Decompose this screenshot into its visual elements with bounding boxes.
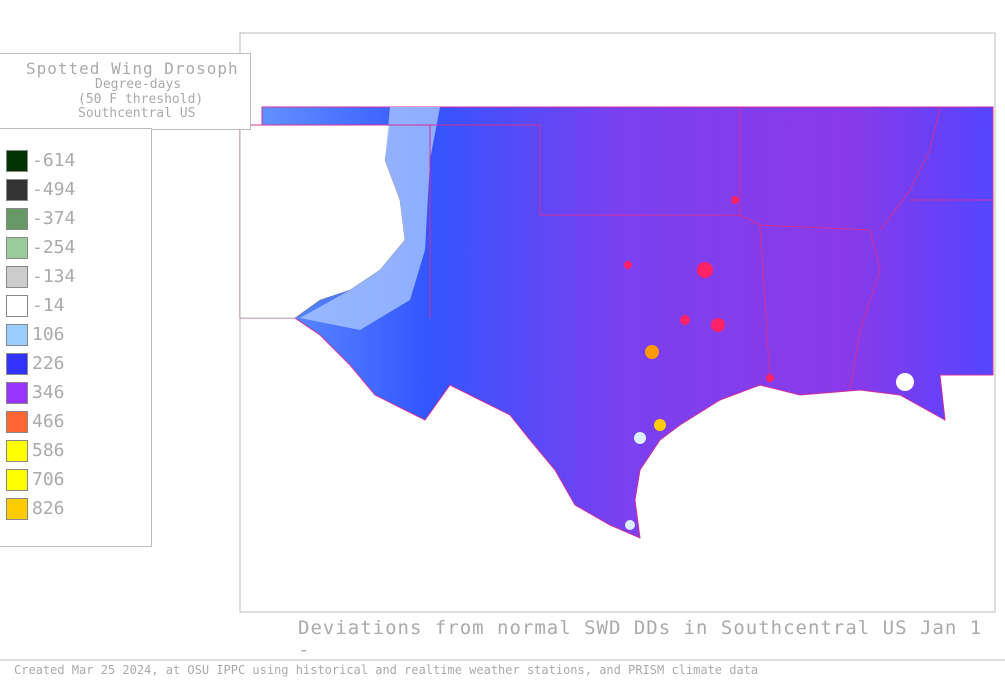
legend-swatch bbox=[6, 440, 28, 462]
legend-swatch bbox=[6, 150, 28, 172]
legend-label: 226 bbox=[32, 353, 65, 374]
legend: -614 -494 -374 -254 -134 -14 106 226 346 466 586 70… bbox=[0, 128, 152, 547]
legend-swatch bbox=[6, 295, 28, 317]
legend-swatch bbox=[6, 411, 28, 433]
legend-swatch bbox=[6, 382, 28, 404]
region bbox=[239, 106, 994, 539]
legend-swatch bbox=[6, 498, 28, 520]
title-line: Degree-days bbox=[95, 77, 182, 92]
legend-label: 706 bbox=[32, 469, 65, 490]
legend-label: 586 bbox=[32, 440, 65, 461]
legend-swatch bbox=[6, 469, 28, 491]
legend-label: 346 bbox=[32, 382, 65, 403]
light-band bbox=[300, 107, 440, 330]
state-borders bbox=[240, 106, 993, 391]
legend-swatch bbox=[6, 237, 28, 259]
legend-label: -614 bbox=[32, 150, 76, 171]
legend-label: 466 bbox=[32, 411, 65, 432]
legend-label: 826 bbox=[32, 498, 65, 519]
legend-swatch bbox=[6, 324, 28, 346]
footer: Created Mar 25 2024, at OSU IPPC using h… bbox=[14, 663, 759, 677]
legend-swatch bbox=[6, 266, 28, 288]
legend-label: -374 bbox=[32, 208, 76, 229]
legend-label: 106 bbox=[32, 324, 65, 345]
legend-label: -134 bbox=[32, 266, 76, 287]
legend-swatch bbox=[6, 208, 28, 230]
legend-swatch bbox=[6, 353, 28, 375]
title-line: Spotted Wing Drosoph bbox=[26, 59, 239, 78]
legend-label: -14 bbox=[32, 295, 65, 316]
title-line: (50 F threshold) bbox=[78, 92, 204, 107]
title-line: Southcentral US bbox=[78, 106, 196, 121]
legend-swatch bbox=[6, 179, 28, 201]
legend-label: -494 bbox=[32, 179, 76, 200]
legend-label: -254 bbox=[32, 237, 76, 258]
hotspots bbox=[624, 196, 914, 530]
title-box: Spotted Wing Drosoph Degree-days (50 F t… bbox=[0, 53, 251, 130]
caption: Deviations from normal SWD DDs in Southc… bbox=[298, 617, 983, 661]
